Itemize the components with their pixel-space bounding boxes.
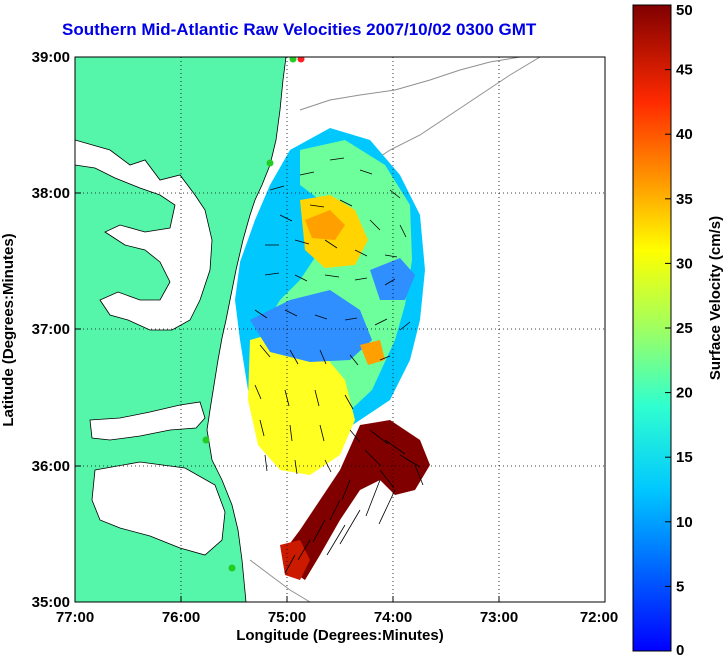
velocity-field-blue-core [250, 290, 372, 362]
pamlico-sound [91, 461, 226, 556]
current-vectors [254, 157, 424, 574]
x-tick-label: 76:00 [162, 609, 200, 626]
bathymetry-contour [249, 559, 311, 602]
axis-ticks [74, 56, 606, 603]
radar-site-marker [297, 57, 305, 63]
colorbar [632, 4, 672, 652]
velocity-field-blue-core [370, 258, 415, 300]
velocity-field-yellow [248, 330, 355, 475]
bathymetry-contour [299, 57, 521, 111]
colorbar-tick-label: 10 [676, 514, 693, 531]
x-axis-label: Longitude (Degrees:Minutes) [236, 627, 444, 644]
y-tick-label: 39:00 [32, 49, 70, 66]
bathymetry-contour [359, 57, 541, 171]
colorbar-tick-label: 5 [676, 578, 684, 595]
velocity-field-orange [305, 210, 345, 240]
colorbar-tick-label: 45 [676, 62, 693, 79]
x-tick-label: 72:00 [580, 609, 618, 626]
y-tick-label: 38:00 [32, 185, 70, 202]
colorbar-tick-label: 50 [676, 2, 693, 19]
velocity-field-max [285, 420, 430, 580]
map-title: Southern Mid-Atlantic Raw Velocities 200… [62, 20, 537, 39]
chesapeake-bay [75, 139, 213, 331]
colorbar-tick-label: 30 [676, 255, 693, 272]
colorbar-label: Surface Velocity (cm/s) [707, 216, 724, 380]
colorbar-tick-label: 15 [676, 449, 693, 466]
y-tick-label: 36:00 [32, 458, 70, 475]
x-tick-label: 77:00 [56, 609, 94, 626]
velocity-field-max [280, 540, 310, 580]
radar-site-marker [289, 57, 297, 63]
colorbar-tick-label: 25 [676, 320, 693, 337]
x-tick-label: 74:00 [374, 609, 412, 626]
radar-site-marker [266, 159, 274, 167]
colorbar-ticks: 0 5 10 15 20 25 30 35 40 45 50 [665, 2, 693, 659]
y-tick-label: 37:00 [32, 321, 70, 338]
radar-site-marker [202, 436, 210, 444]
colorbar-tick-label: 20 [676, 385, 693, 402]
x-tick-label: 73:00 [480, 609, 518, 626]
y-tick-label: 35:00 [32, 594, 70, 611]
y-axis-label: Latitude (Degrees:Minutes) [0, 233, 17, 426]
graticule [75, 57, 605, 602]
radar-site-marker [228, 564, 236, 572]
velocity-field-orange [360, 340, 385, 365]
colorbar-tick-label: 0 [676, 642, 684, 659]
x-tick-label: 75:00 [268, 609, 306, 626]
albemarle-sound [89, 401, 206, 441]
colorbar-tick-label: 35 [676, 191, 693, 208]
colorbar-tick-label: 40 [676, 126, 693, 143]
